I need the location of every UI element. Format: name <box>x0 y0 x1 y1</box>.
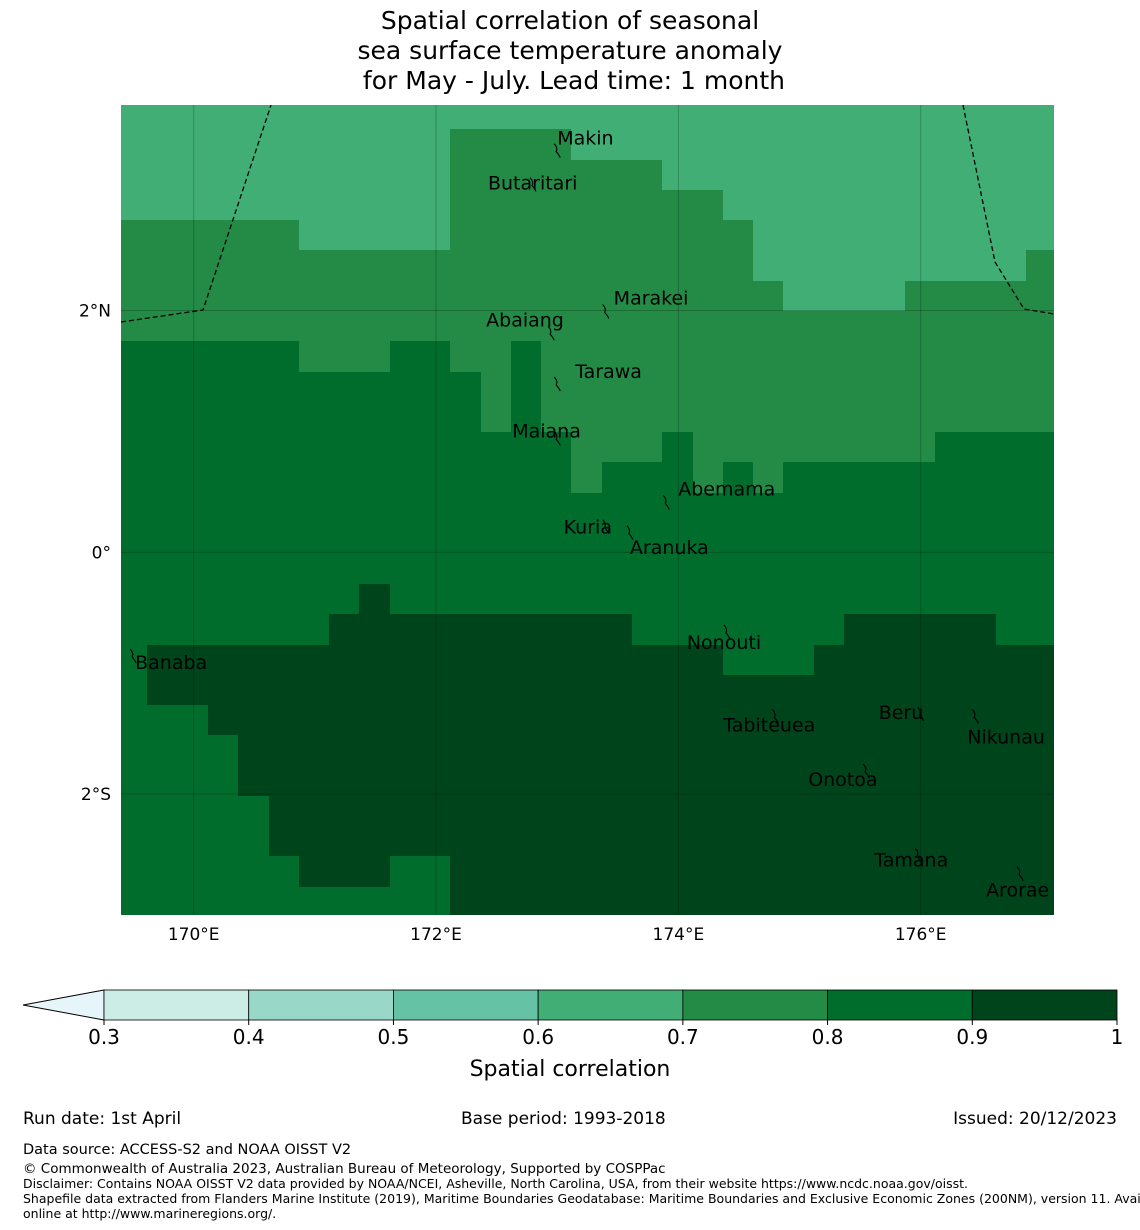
island-label: Arorae <box>986 880 1049 902</box>
island-labels: Makin Butaritari Marakei Abaiang Tarawa Maian… <box>135 128 1049 902</box>
island-outline <box>723 624 731 640</box>
island-outline <box>553 431 561 446</box>
longitude-labels: 170°E 172°E 174°E 176°E <box>168 925 947 945</box>
colorbar-tick-label: 0.8 <box>812 1025 844 1049</box>
island-outline <box>662 495 670 510</box>
colorbar-tick-label: 0.5 <box>378 1025 410 1049</box>
lon-label: 172°E <box>410 925 462 945</box>
latitude-labels: 2°N 0° 2°S <box>79 302 111 806</box>
island-outline <box>914 848 922 863</box>
colorbar-tick-label: 0.7 <box>667 1025 699 1049</box>
island-outline <box>917 706 925 722</box>
colorbar: 0.3 0.4 0.5 0.6 0.7 0.8 0.9 1 <box>22 989 1124 1049</box>
colorbar-segment <box>682 989 828 1021</box>
band-0.9-1 <box>147 584 1054 915</box>
island-label: Maiana <box>512 420 581 442</box>
island-label: Beru <box>879 702 924 724</box>
colorbar-tick-label: 0.9 <box>956 1025 988 1049</box>
island-label: Abaiang <box>486 309 564 331</box>
lat-label: 0° <box>92 543 111 563</box>
island-label: Nikunau <box>967 727 1045 749</box>
island-label: Kuria <box>564 517 612 539</box>
disclaimer: Disclaimer: Contains NOAA OISST V2 data … <box>23 1176 968 1191</box>
colorbar-tick-label: 1 <box>1111 1025 1124 1049</box>
island-outline <box>626 525 634 540</box>
title-line-1: Spatial correlation of seasonal <box>380 6 760 35</box>
island-label: Aranuka <box>630 537 709 559</box>
eez-boundary-west <box>121 105 272 323</box>
colorbar-segment <box>537 989 684 1021</box>
lon-label: 176°E <box>895 925 947 945</box>
island-outline <box>602 519 610 534</box>
colorbar-segment <box>248 989 394 1021</box>
colorbar-segment <box>971 989 1118 1021</box>
island-label: Abemama <box>678 479 775 501</box>
lat-label: 2°S <box>81 785 111 805</box>
eez-boundary-east <box>962 105 1054 315</box>
island-label: Nonouti <box>687 632 761 654</box>
island-outline <box>529 177 537 192</box>
colorbar-tick-label: 0.4 <box>233 1025 265 1049</box>
shapefile-credit: Shapefile data extracted from Flanders M… <box>23 1191 1140 1206</box>
island-outline <box>553 143 561 158</box>
gridlines <box>121 105 1054 915</box>
island-outline <box>1016 866 1024 881</box>
island-outline <box>771 709 779 724</box>
island-label: Marakei <box>614 288 689 310</box>
copyright: © Commonwealth of Australia 2023, Austra… <box>23 1161 666 1177</box>
lat-label: 2°N <box>79 302 111 322</box>
island-label: Tabiteuea <box>722 715 815 737</box>
island-label: Makin <box>557 128 613 150</box>
data-source: Data source: ACCESS-S2 and NOAA OISST V2 <box>23 1142 352 1158</box>
map-frame: Makin Butaritari Marakei Abaiang Tarawa Maian… <box>121 105 1054 915</box>
colorbar-tick-label: 0.3 <box>88 1025 120 1049</box>
island-outline <box>971 709 979 724</box>
island-outline <box>547 325 555 341</box>
lon-label: 170°E <box>168 925 220 945</box>
issued-date: Issued: 20/12/2023 <box>953 1109 1117 1129</box>
lon-label: 174°E <box>653 925 705 945</box>
island-outline <box>602 304 610 319</box>
colorbar-label: Spatial correlation <box>470 1057 671 1082</box>
colorbar-segment <box>827 989 973 1021</box>
island-outline <box>129 648 137 664</box>
correlation-map: Makin Butaritari Marakei Abaiang Tarawa Maian… <box>22 105 1124 1082</box>
island-outline <box>553 376 561 392</box>
colorbar-segment <box>393 989 539 1021</box>
base-period: Base period: 1993-2018 <box>461 1109 666 1129</box>
island-label: Tamana <box>873 850 948 872</box>
colorbar-segment <box>103 989 250 1021</box>
colorbar-under-arrow <box>22 989 105 1021</box>
island-label: Tarawa <box>574 361 642 383</box>
island-label: Banaba <box>135 652 207 674</box>
run-date: Run date: 1st April <box>23 1109 182 1129</box>
title-line-2: sea surface temperature anomaly <box>357 36 783 65</box>
colorbar-tick-label: 0.6 <box>522 1025 554 1049</box>
shapefile-credit-2: online at http://www.marineregions.org/. <box>23 1206 277 1221</box>
island-label: Onotoa <box>808 769 877 791</box>
island-label: Butaritari <box>488 173 577 195</box>
island-outlines <box>129 143 1024 881</box>
island-outline <box>862 763 870 779</box>
map-title: Spatial correlation of seasonal sea surf… <box>0 6 1140 96</box>
title-line-3: for May - July. Lead time: 1 month <box>354 66 785 95</box>
